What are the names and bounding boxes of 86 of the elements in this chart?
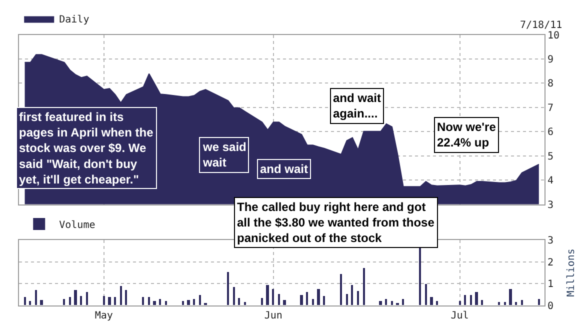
- bar: [86, 292, 88, 306]
- bar: [114, 297, 116, 306]
- bar: [504, 302, 506, 306]
- bar: [346, 294, 348, 306]
- bar: [148, 297, 150, 306]
- bar: [481, 300, 484, 306]
- bar: [69, 297, 72, 306]
- annotation: Now we're 22.4% up: [437, 120, 496, 150]
- bar: [227, 272, 230, 306]
- bar: [80, 296, 82, 306]
- bar: [306, 292, 308, 306]
- bar: [509, 289, 512, 306]
- bar: [357, 291, 360, 306]
- annotation: The called buy right here and got all the $3.80 we wanted from those panicked out of the stock: [237, 200, 435, 246]
- annotation: first featured in its pages in April when the stock was over $9. We said "Wait, don't buy yet, it'll get cheaper.": [19, 110, 154, 186]
- bar: [475, 292, 478, 306]
- bar: [317, 289, 320, 306]
- annotation: and wait: [260, 162, 308, 176]
- y-tick-label: 10: [548, 30, 560, 42]
- y-tick-label: 1: [548, 279, 554, 290]
- bar: [419, 247, 422, 306]
- y-tick-label: 8: [548, 78, 554, 90]
- bar: [108, 297, 112, 306]
- bar: [430, 297, 434, 306]
- bar: [182, 301, 184, 306]
- legend-label: Daily: [59, 14, 90, 26]
- bar: [24, 297, 26, 306]
- bar: [35, 290, 38, 306]
- bar: [521, 300, 524, 306]
- bar: [125, 290, 128, 306]
- text: 7/18/11: [520, 20, 562, 31]
- bar: [464, 295, 466, 306]
- bar: [142, 297, 144, 306]
- bar: [340, 274, 342, 306]
- bar: [278, 294, 280, 306]
- bar: [391, 301, 394, 306]
- bar: [199, 295, 202, 306]
- x-tick-label: Jun: [264, 310, 282, 322]
- legend-label: Volume: [59, 220, 96, 231]
- bar: [74, 290, 78, 306]
- bar: [379, 301, 382, 306]
- y-tick-label: 0: [548, 300, 554, 312]
- y-tick-label: 7: [548, 102, 554, 114]
- bar: [29, 301, 32, 306]
- bar: [159, 299, 162, 306]
- annotation: we said wait: [202, 140, 246, 170]
- bar: [515, 302, 518, 306]
- y-tick-label: 2: [548, 257, 554, 268]
- bar: [165, 301, 168, 306]
- bar: [300, 295, 304, 306]
- bar: [538, 299, 540, 306]
- bar: [193, 299, 196, 306]
- bar: [40, 300, 44, 306]
- bar: [120, 286, 122, 306]
- bar: [436, 301, 438, 306]
- bar: [323, 296, 326, 306]
- bar: [266, 285, 270, 306]
- bar: [459, 301, 462, 306]
- bar: [187, 300, 190, 306]
- bar: [261, 298, 264, 306]
- annotation: and wait again....: [333, 91, 382, 121]
- bar: [363, 268, 366, 306]
- x-tick-label: May: [94, 310, 113, 322]
- y-tick-label: 5: [548, 151, 554, 162]
- bar: [351, 285, 354, 306]
- x-tick-label: Jul: [450, 310, 469, 322]
- bar: [244, 302, 246, 306]
- y-tick-label: 6: [548, 127, 554, 138]
- y-tick-label: 4: [548, 176, 554, 187]
- bar: [238, 298, 240, 306]
- bar: [153, 301, 156, 306]
- bar: [385, 299, 388, 306]
- y-tick-label: 3: [548, 236, 554, 247]
- y-axis-title: Millions: [566, 248, 578, 297]
- bar: [312, 299, 314, 306]
- bar: [402, 299, 404, 306]
- y-tick-label: 3: [548, 200, 554, 211]
- bar: [63, 299, 66, 306]
- bar: [283, 300, 286, 306]
- bar: [425, 284, 428, 306]
- y-tick-label: 9: [548, 54, 554, 66]
- bar: [103, 296, 106, 306]
- bar: [233, 287, 236, 306]
- bar: [470, 295, 472, 306]
- bar: [498, 302, 500, 306]
- bar: [272, 289, 274, 306]
